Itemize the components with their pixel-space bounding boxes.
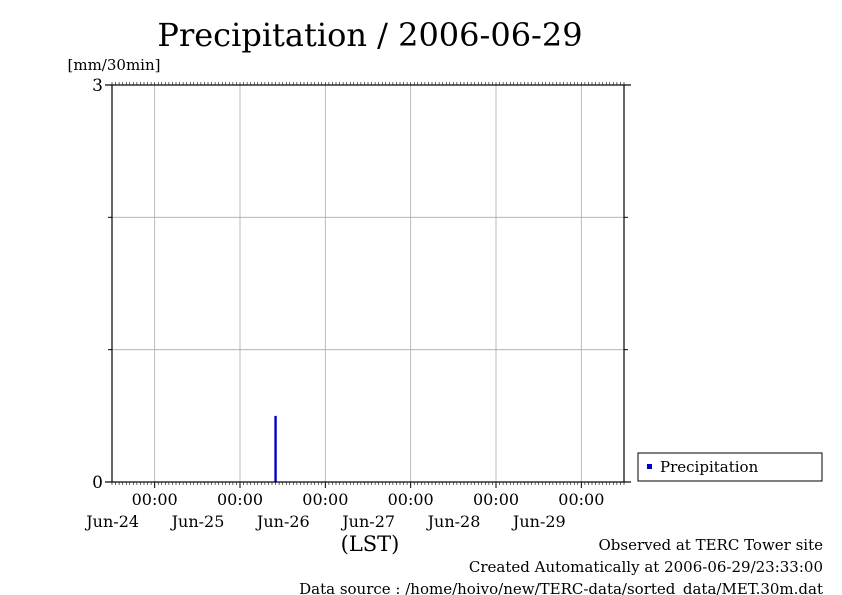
plot-frame bbox=[111, 84, 625, 483]
grid bbox=[112, 85, 624, 482]
legend-swatch-precipitation bbox=[647, 464, 652, 469]
x-tick-day-label-5: Jun-29 bbox=[511, 512, 566, 531]
legend-label-precipitation: Precipitation bbox=[660, 458, 759, 476]
x-tick-day-label-0: Jun-24 bbox=[84, 512, 139, 531]
x-tick-hour-label-3: 00:00 bbox=[388, 490, 434, 509]
x-tick-hour-label-2: 00:00 bbox=[302, 490, 348, 509]
x-axis-label: (LST) bbox=[341, 532, 400, 556]
legend-box bbox=[637, 452, 823, 482]
x-tick-hour-label-5: 00:00 bbox=[558, 490, 604, 509]
x-tick-day-label-1: Jun-25 bbox=[170, 512, 225, 531]
x-tick-hour-label-4: 00:00 bbox=[473, 490, 519, 509]
data-source-note: Data source : /home/hoivo/new/TERC-data/… bbox=[299, 580, 823, 595]
x-tick-day-label-4: Jun-28 bbox=[426, 512, 481, 531]
x-tick-day-label-3: Jun-27 bbox=[340, 512, 395, 531]
y-tick-label-1: 3 bbox=[92, 76, 103, 96]
created-timestamp-note: Created Automatically at 2006-06-29/23:3… bbox=[469, 558, 823, 576]
observed-site-note: Observed at TERC Tower site bbox=[598, 536, 823, 554]
legend: Precipitation bbox=[637, 452, 823, 482]
x-tick-day-label-2: Jun-26 bbox=[255, 512, 310, 531]
x-tick-hour-label-0: 00:00 bbox=[132, 490, 178, 509]
ticks: 00:00 Jun-24 00:00 Jun-25 00:00 Jun-26 00:00 Ju… bbox=[84, 76, 631, 531]
y-axis-unit-label: [mm/30min] bbox=[68, 56, 161, 74]
chart-title: Precipitation / 2006-06-29 bbox=[157, 16, 582, 54]
y-tick-label-0: 0 bbox=[92, 473, 103, 493]
x-tick-hour-label-1: 00:00 bbox=[217, 490, 263, 509]
